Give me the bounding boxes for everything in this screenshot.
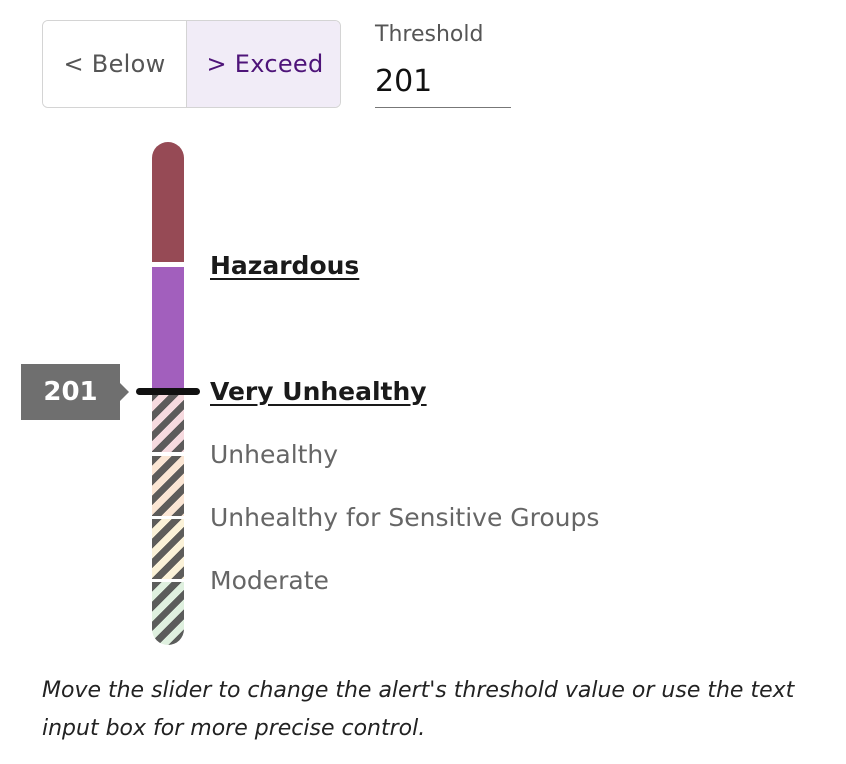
slider-segment-sensitive-groups[interactable] [152,519,184,579]
slider-segment-unhealthy[interactable] [152,456,184,516]
below-button[interactable]: < Below [43,21,186,107]
help-text: Move the slider to change the alert's th… [42,678,795,741]
slider-handle[interactable] [136,388,200,395]
exceed-button[interactable]: > Exceed [186,21,340,107]
threshold-input[interactable] [375,56,511,108]
slider-segment-hazardous[interactable] [152,142,184,262]
level-label-moderate: Moderate [210,566,329,595]
direction-toggle: < Below > Exceed [42,20,341,108]
threshold-label: Threshold [375,22,484,47]
level-link-very-unhealthy[interactable]: Very Unhealthy [210,377,427,406]
level-label-unhealthy: Unhealthy [210,440,339,469]
slider-value-tooltip: 201 [21,364,129,420]
slider-segment-very-unhealthy-inactive[interactable] [152,392,184,452]
slider-segment-very-unhealthy[interactable] [152,267,184,392]
level-label-sensitive-groups: Unhealthy for Sensitive Groups [210,503,600,532]
slider-segment-moderate[interactable] [152,582,184,645]
level-link-hazardous[interactable]: Hazardous [210,251,360,280]
